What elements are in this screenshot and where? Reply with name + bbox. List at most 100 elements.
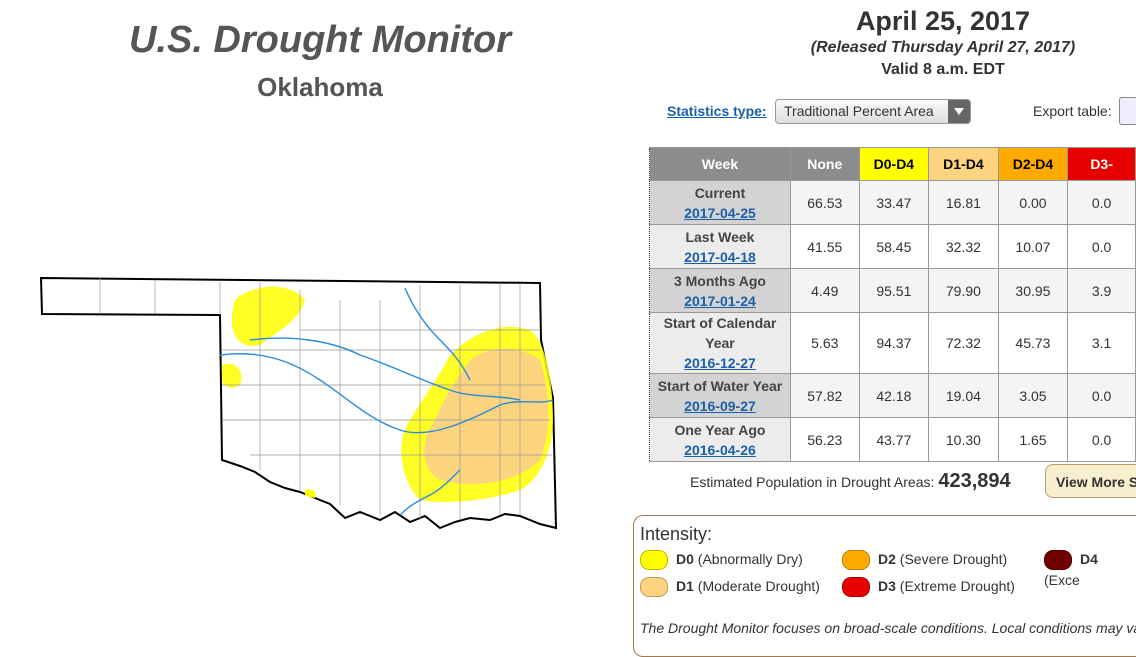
- value-cell: 30.95: [997, 268, 1069, 313]
- population-label: Estimated Population in Drought Areas:: [690, 474, 935, 490]
- table-row: Current 2017-04-25 66.53 33.47 16.81 0.00 0.0: [649, 180, 1136, 225]
- legend-desc: (Extreme Drought): [899, 578, 1015, 594]
- week-label: 3 Months Ago: [673, 272, 766, 289]
- value-cell: 0.0: [1067, 224, 1136, 269]
- value-cell: 10.30: [928, 417, 999, 462]
- week-cell: Current 2017-04-25: [649, 180, 791, 225]
- value-cell: 33.47: [858, 180, 930, 225]
- week-date-link[interactable]: 2016-09-27: [684, 397, 756, 414]
- value-cell: 5.63: [789, 312, 860, 374]
- legend-swatch: [842, 550, 870, 571]
- value-cell: 1.65: [997, 417, 1069, 462]
- column-header: D2-D4: [997, 147, 1069, 181]
- week-date-link[interactable]: 2016-12-27: [684, 355, 756, 371]
- legend-item: D3 (Extreme Drought): [842, 576, 1015, 598]
- table-row: 3 Months Ago 2017-01-24 4.49 95.51 79.90 30.9…: [649, 268, 1136, 313]
- value-cell: 4.49: [789, 268, 860, 313]
- release-note: (Released Thursday April 27, 2017): [810, 39, 1076, 56]
- map-shape: [39, 276, 558, 530]
- value-cell: 0.0: [1067, 373, 1136, 418]
- legend-swatch: [640, 577, 668, 598]
- statistics-table: Week None D0-D4 D1-D4 D2-D4 D3- Current 2017-04…: [649, 147, 1136, 462]
- value-cell: 3.05: [997, 373, 1069, 418]
- week-date-link[interactable]: 2016-04-26: [684, 441, 756, 458]
- legend-swatch: [640, 550, 668, 571]
- value-cell: 42.18: [858, 373, 930, 418]
- legend-swatch: [1044, 550, 1072, 571]
- value-cell: 19.04: [928, 373, 999, 418]
- value-cell: 95.51: [858, 268, 930, 313]
- value-cell: 3.1: [1067, 312, 1136, 374]
- legend-desc: (Exce: [1044, 572, 1080, 589]
- week-date-link[interactable]: 2017-01-24: [684, 292, 756, 309]
- week-label: One Year Ago: [674, 421, 766, 438]
- legend-code: D0: [676, 551, 694, 567]
- week-label: Last Week: [685, 228, 755, 245]
- legend-code: D1: [676, 578, 694, 594]
- week-label: Start of Calendar Year: [663, 315, 777, 351]
- valid-time: Valid 8 a.m. EDT: [881, 61, 1005, 78]
- legend-desc: (Abnormally Dry): [697, 551, 803, 567]
- value-cell: 94.37: [858, 312, 930, 374]
- week-date-link[interactable]: 2017-04-18: [684, 248, 756, 265]
- week-date-link[interactable]: 2017-04-25: [684, 204, 756, 221]
- table-row: Start of Calendar Year 2016-12-27 5.63 94.3…: [649, 312, 1136, 374]
- value-cell: 45.73: [997, 312, 1069, 374]
- statistics-link[interactable]: Statistics type:: [667, 103, 767, 119]
- value-cell: 79.90: [928, 268, 999, 313]
- export-label: Export table:: [1033, 103, 1112, 119]
- state-name: Oklahoma: [257, 72, 383, 102]
- value-cell: 0.0: [1067, 417, 1136, 462]
- value-cell: 41.55: [789, 224, 860, 269]
- legend-desc: (Severe Drought): [899, 551, 1008, 567]
- column-header: D3-: [1067, 147, 1136, 181]
- population: Estimated Population in Drought Areas: 42…: [690, 470, 1011, 493]
- table-row: Start of Water Year 2016-09-27 57.82 42.18 1…: [649, 373, 1136, 418]
- value-cell: 43.77: [858, 417, 930, 462]
- population-value: 423,894: [938, 470, 1011, 492]
- legend-code: D2: [878, 551, 896, 567]
- legend-item: D2 (Severe Drought): [842, 549, 1008, 571]
- select-value: Traditional Percent Area: [784, 103, 934, 119]
- value-cell: 3.9: [1067, 268, 1136, 313]
- view-more-button[interactable]: View More S: [1045, 464, 1136, 498]
- column-header: D1-D4: [928, 147, 999, 181]
- value-cell: 72.32: [928, 312, 999, 374]
- select-arrow: [948, 100, 970, 123]
- week-cell: One Year Ago 2016-04-26: [649, 417, 791, 462]
- legend-item: D0 (Abnormally Dry): [640, 549, 803, 571]
- map: U.S. Drought Monitor Oklahoma: [39, 19, 558, 530]
- value-cell: 0.0: [1067, 180, 1136, 225]
- week-label: Start of Water Year: [657, 377, 783, 394]
- week-cell: Start of Calendar Year 2016-12-27: [649, 312, 791, 374]
- page-title: U.S. Drought Monitor: [129, 19, 513, 61]
- footer-note: The Drought Monitor focuses on broad-sca…: [640, 620, 1136, 636]
- value-cell: 32.32: [928, 224, 999, 269]
- week-cell: Start of Water Year 2016-09-27: [649, 373, 791, 418]
- week-cell: 3 Months Ago 2017-01-24: [649, 268, 791, 313]
- statistics-select[interactable]: Traditional Percent Area: [775, 99, 971, 124]
- value-cell: 16.81: [928, 180, 999, 225]
- value-cell: 66.53: [789, 180, 860, 225]
- export-pdf-button[interactable]: [1119, 97, 1136, 125]
- table-row: One Year Ago 2016-04-26 56.23 43.77 10.30 1.6…: [649, 417, 1136, 462]
- week-cell: Last Week 2017-04-18: [649, 224, 791, 269]
- page: {"header": {"title": "U.S. Drought Monit…: [39, 6, 1136, 657]
- column-header: Week: [649, 147, 791, 181]
- header-row: Week None D0-D4 D1-D4 D2-D4 D3-: [649, 147, 1136, 181]
- value-cell: 10.07: [997, 224, 1069, 269]
- week-label: Current: [694, 184, 746, 201]
- column-header: None: [789, 147, 860, 181]
- legend-code: D3: [878, 578, 896, 594]
- legend-title: Intensity:: [640, 524, 713, 544]
- value-cell: 56.23: [789, 417, 860, 462]
- legend-desc: (Moderate Drought): [697, 578, 820, 594]
- value-cell: 58.45: [858, 224, 930, 269]
- table-row: Last Week 2017-04-18 41.55 58.45 32.32 10.07 0…: [649, 224, 1136, 269]
- legend-item: D1 (Moderate Drought): [640, 576, 820, 598]
- legend-item: D4 (Exce: [1044, 549, 1136, 590]
- column-header: D0-D4: [858, 147, 930, 181]
- map-date: April 25, 2017: [855, 6, 1031, 36]
- value-cell: 0.00: [997, 180, 1069, 225]
- legend-code: D4: [1080, 551, 1098, 567]
